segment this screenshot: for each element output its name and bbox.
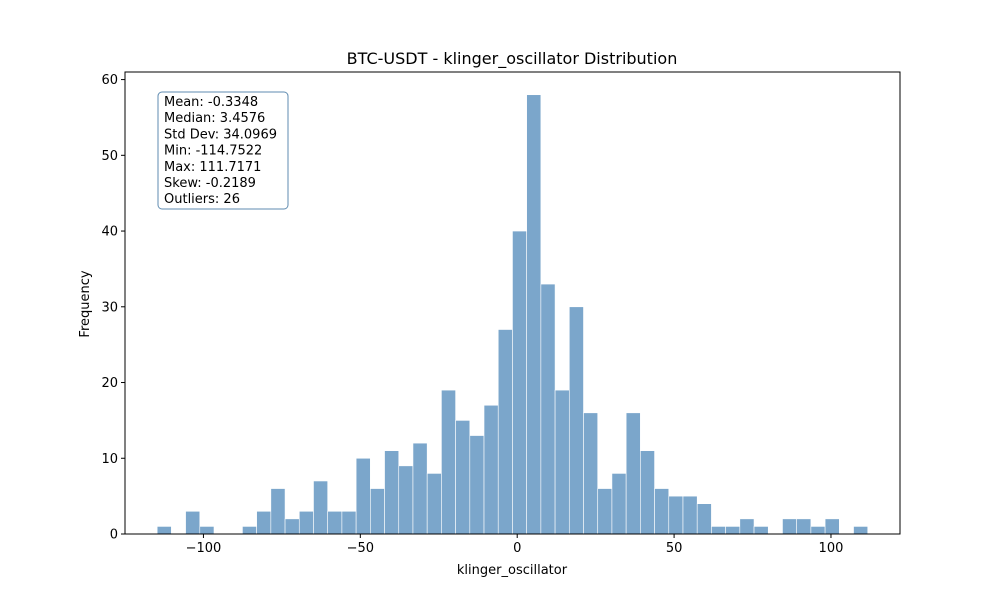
- y-tick-label: 40: [101, 225, 118, 240]
- x-tick-label: 50: [666, 541, 683, 556]
- stats-line: Skew: -0.2189: [164, 176, 256, 191]
- y-tick-label: 10: [101, 452, 118, 467]
- histogram-bar: [341, 510, 357, 535]
- histogram-bar: [853, 526, 869, 535]
- x-axis-label: klinger_oscillator: [457, 563, 568, 578]
- x-tick-label: −100: [186, 541, 222, 556]
- histogram-bar: [824, 518, 840, 535]
- histogram-bar: [625, 412, 641, 535]
- histogram-bar: [398, 465, 414, 535]
- histogram-bar: [597, 488, 613, 535]
- histogram-bar: [654, 488, 670, 535]
- histogram-bar: [739, 518, 755, 535]
- y-axis-label: Frequency: [78, 270, 93, 337]
- stats-line: Max: 111.7171: [164, 160, 261, 175]
- histogram-bar: [242, 526, 257, 535]
- histogram-bar: [298, 510, 314, 535]
- histogram-bar: [256, 510, 272, 535]
- histogram-bar: [640, 450, 655, 535]
- histogram-bar: [753, 526, 769, 535]
- stats-line: Median: 3.4576: [164, 111, 265, 126]
- x-tick-label: 0: [513, 541, 521, 556]
- histogram-bar: [313, 480, 328, 535]
- histogram-bar: [483, 404, 499, 535]
- stats-line: Min: -114.7522: [164, 144, 262, 159]
- y-axis-ticks: 0 10 20 30 40 50 60: [101, 73, 125, 543]
- chart-title: BTC-USDT - klinger_oscillator Distributi…: [347, 49, 678, 69]
- x-axis-ticks: −100 −50 0 50 100: [186, 534, 844, 556]
- y-tick-label: 30: [101, 300, 118, 315]
- histogram-bar: [185, 510, 201, 535]
- histogram-bar: [540, 283, 556, 535]
- histogram-bar: [455, 420, 471, 535]
- histogram-bar: [355, 457, 371, 535]
- histogram-bar: [426, 473, 442, 535]
- y-tick-label: 60: [101, 73, 118, 88]
- histogram-bar: [370, 488, 385, 535]
- histogram-bar: [412, 442, 428, 535]
- histogram-bar: [554, 389, 570, 535]
- histogram-bars: [156, 94, 869, 535]
- x-tick-label: −50: [347, 541, 374, 556]
- histogram-bar: [796, 518, 812, 535]
- y-tick-label: 20: [101, 376, 118, 391]
- histogram-bar: [526, 94, 542, 535]
- histogram-bar: [270, 488, 286, 535]
- y-tick-label: 50: [101, 149, 118, 164]
- stats-line: Outliers: 26: [164, 192, 240, 207]
- histogram-bar: [682, 495, 698, 535]
- histogram-bar: [611, 473, 627, 535]
- histogram-bar: [583, 412, 599, 535]
- stats-box-border: [157, 91, 289, 210]
- plot-frame: [124, 71, 901, 535]
- histogram-bar: [441, 389, 456, 535]
- histogram-bar: [327, 510, 343, 535]
- histogram-bar: [156, 526, 172, 535]
- histogram-bar: [810, 526, 826, 535]
- histogram-bar: [568, 306, 584, 535]
- histogram-bar: [199, 526, 215, 535]
- histogram-bar: [782, 518, 797, 535]
- histogram-bar: [384, 450, 400, 535]
- x-tick-label: 100: [819, 541, 844, 556]
- histogram-bar: [512, 230, 527, 535]
- histogram-bar: [284, 518, 300, 535]
- y-tick-label: 0: [110, 528, 118, 543]
- histogram-bar: [696, 503, 712, 535]
- histogram-bar: [497, 329, 513, 535]
- stats-line: Mean: -0.3348: [164, 95, 258, 110]
- histogram-bar: [711, 526, 726, 535]
- histogram-bar: [668, 495, 684, 535]
- stats-line: Std Dev: 34.0969: [164, 127, 277, 142]
- histogram-bar: [725, 526, 741, 535]
- histogram-bar: [469, 435, 485, 535]
